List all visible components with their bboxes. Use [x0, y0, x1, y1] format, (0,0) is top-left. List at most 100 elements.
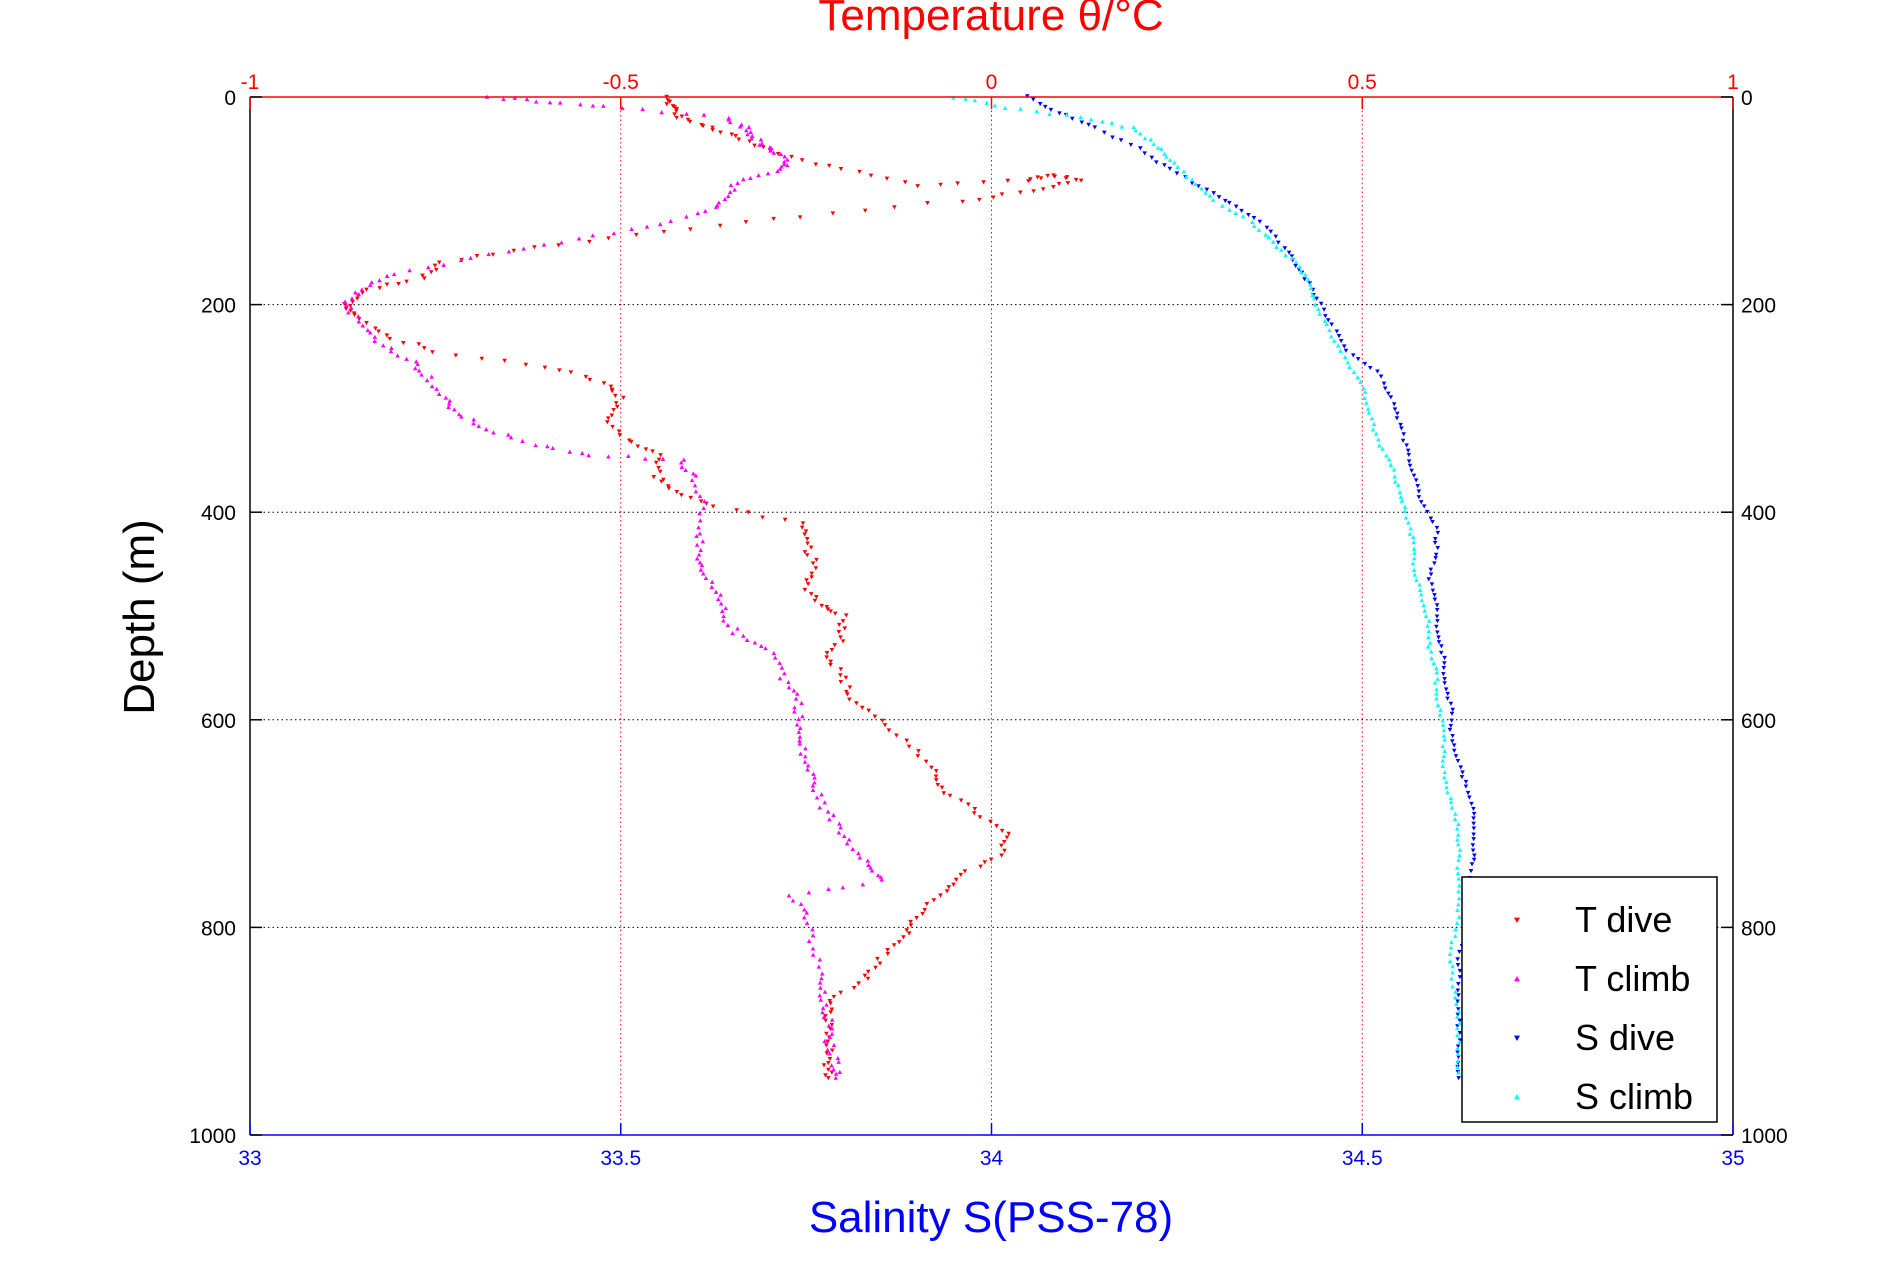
- left-axis-tick-label: 0: [224, 87, 236, 110]
- t-dive-point: [747, 139, 752, 144]
- s-climb-point: [1376, 437, 1381, 442]
- t-dive-point: [347, 303, 353, 309]
- t-climb-point: [865, 858, 871, 863]
- s-climb-point: [1412, 572, 1418, 577]
- s-dive-point: [1432, 593, 1437, 598]
- s-dive-point: [1367, 366, 1373, 371]
- t-climb-point: [695, 211, 701, 216]
- s-dive-point: [1432, 597, 1438, 602]
- s-climb-point: [1434, 691, 1439, 696]
- s-dive-point: [1321, 307, 1327, 312]
- t-climb-point: [620, 106, 625, 111]
- s-climb-series: [951, 95, 1463, 1075]
- t-dive-point: [991, 195, 996, 200]
- s-dive-point: [1445, 691, 1451, 697]
- t-dive-point: [1001, 839, 1007, 845]
- t-climb-point: [692, 483, 698, 488]
- s-climb-point: [1278, 247, 1284, 252]
- s-dive-point: [1471, 811, 1477, 816]
- s-dive-point: [1455, 1024, 1460, 1029]
- s-dive-point: [1416, 489, 1422, 494]
- t-climb-point: [590, 233, 596, 238]
- s-dive-point: [1149, 155, 1155, 160]
- t-climb-point: [821, 1015, 827, 1020]
- s-climb-point: [1426, 635, 1431, 640]
- t-dive-point: [933, 778, 939, 783]
- s-dive-point: [1421, 504, 1427, 509]
- s-dive-point: [1411, 473, 1417, 478]
- t-dive-point: [653, 460, 659, 465]
- t-climb-point: [822, 1038, 828, 1043]
- t-dive-point: [884, 176, 890, 181]
- s-dive-point: [1463, 784, 1469, 789]
- s-climb-point: [1298, 270, 1304, 275]
- t-dive-point: [1018, 190, 1023, 195]
- t-dive-point: [808, 592, 814, 597]
- t-climb-point: [752, 640, 758, 645]
- s-dive-point: [1318, 301, 1324, 306]
- t-dive-point: [629, 439, 634, 445]
- s-climb-point: [1172, 160, 1177, 165]
- s-climb-point: [1395, 482, 1401, 488]
- t-climb-point: [771, 651, 777, 656]
- t-dive-point: [826, 163, 832, 168]
- t-climb-point: [521, 246, 526, 251]
- t-dive-point: [802, 587, 808, 593]
- s-climb-point: [1270, 239, 1276, 244]
- t-dive-point: [1040, 187, 1046, 192]
- t-climb-point: [758, 137, 764, 142]
- s-dive-point: [1456, 1076, 1461, 1081]
- t-climb-point: [805, 763, 811, 768]
- s-climb-point: [1388, 462, 1394, 467]
- t-climb-point: [833, 1071, 839, 1076]
- t-climb-point: [644, 224, 650, 229]
- s-climb-point: [1456, 876, 1462, 881]
- s-dive-point: [1329, 322, 1334, 327]
- t-climb-point: [600, 103, 606, 108]
- s-dive-point: [1438, 650, 1444, 656]
- t-climb-point: [668, 218, 673, 223]
- top-axis-title: Temperature θ/°C: [818, 0, 1163, 40]
- s-climb-point: [1347, 364, 1352, 370]
- t-dive-point: [906, 744, 912, 749]
- t-dive-point: [352, 312, 357, 317]
- s-dive-point: [1302, 277, 1307, 282]
- t-dive-point: [604, 420, 610, 425]
- t-dive-point: [700, 124, 706, 129]
- s-dive-point: [1162, 163, 1167, 168]
- t-dive-point: [436, 260, 442, 265]
- s-climb-point: [1456, 1070, 1461, 1075]
- bottom-axis-tick-label: 33: [238, 1147, 261, 1170]
- t-climb-point: [866, 862, 871, 868]
- t-dive-point: [1031, 189, 1036, 194]
- t-dive-point: [621, 395, 626, 400]
- t-climb-point: [846, 837, 852, 842]
- t-climb-point: [860, 882, 866, 887]
- t-dive-point: [1002, 848, 1007, 853]
- t-climb-point: [818, 997, 824, 1002]
- t-climb-point: [817, 980, 823, 985]
- s-dive-point: [1413, 478, 1419, 483]
- t-climb-point: [781, 162, 787, 167]
- s-dive-point: [1456, 1055, 1461, 1060]
- s-dive-point: [1449, 711, 1455, 716]
- s-climb-point: [1210, 197, 1216, 202]
- t-climb-point: [512, 95, 518, 100]
- s-climb-point: [1425, 623, 1430, 628]
- right-axis-tick-label: 800: [1741, 917, 1776, 940]
- top-axis-tick-label: 1: [1727, 71, 1739, 94]
- s-climb-point: [1137, 131, 1143, 136]
- s-dive-point: [1070, 116, 1075, 121]
- t-dive-point: [836, 630, 842, 635]
- t-dive-point: [1035, 175, 1040, 180]
- t-dive-point: [828, 609, 833, 614]
- t-climb-point: [756, 173, 761, 178]
- t-dive-point: [960, 199, 965, 204]
- t-climb-point: [837, 821, 842, 826]
- t-climb-point: [777, 166, 783, 171]
- t-climb-point: [412, 366, 418, 371]
- t-climb-point: [792, 709, 797, 714]
- t-climb-point: [559, 240, 564, 245]
- t-dive-point: [829, 1007, 835, 1012]
- s-climb-point: [1355, 375, 1360, 380]
